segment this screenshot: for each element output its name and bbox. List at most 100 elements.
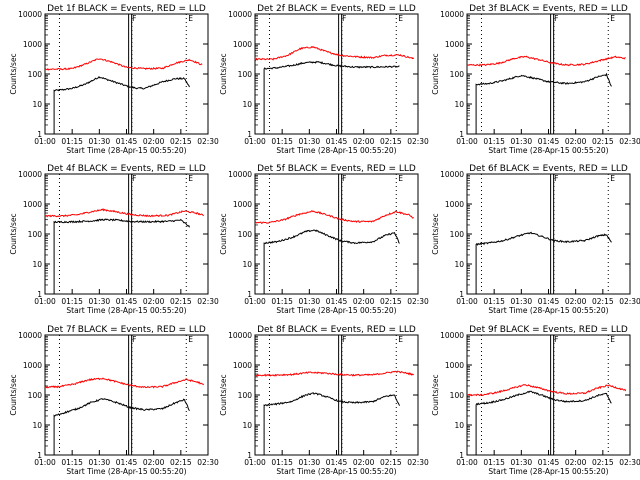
y-tick-label: 10000: [18, 10, 42, 19]
chart-title: Det 7f BLACK = Events, RED = LLD: [47, 325, 206, 335]
plot-frame: [44, 173, 209, 295]
y-tick-label: 1000: [23, 361, 42, 370]
x-tick-label: 01:00: [244, 297, 266, 306]
x-tick-label: 01:45: [538, 297, 560, 306]
x-tick-label: 02:15: [592, 297, 614, 306]
x-axis-label: Start Time (28-Apr-15 00:55:20): [66, 146, 186, 155]
marker-label: F: [554, 14, 558, 23]
marker-label: E: [610, 335, 615, 344]
y-tick-label: 100: [238, 391, 253, 400]
y-tick-label: 10: [242, 260, 252, 269]
x-tick-label: 02:00: [353, 297, 375, 306]
y-axis-label: Counts/sec: [431, 53, 440, 94]
marker-label: E: [398, 14, 403, 23]
y-tick-label: 10: [242, 100, 252, 109]
chart-panel-4: F E 1 10 100 1000 10000 01:00 01:15 01:30 01:45 02:…: [9, 164, 219, 315]
x-tick-label: 01:15: [271, 137, 293, 146]
y-tick-label: 1: [37, 130, 42, 139]
chart-panel-6: F E 1 10 100 1000 10000 01:00 01:15 01:30 01:45 02:…: [431, 164, 640, 315]
y-tick-label: 1: [37, 290, 42, 299]
y-tick-label: 100: [238, 230, 253, 239]
x-tick-label: 01:00: [456, 297, 478, 306]
series-line-events: [263, 392, 400, 455]
x-tick-label: 01:45: [326, 458, 348, 467]
x-tick-label: 01:30: [89, 458, 111, 467]
x-tick-label: 01:00: [34, 458, 56, 467]
y-tick-label: 1000: [233, 200, 252, 209]
plot-frame: [254, 173, 419, 295]
y-tick-label: 10: [454, 421, 464, 430]
marker-label: F: [132, 14, 136, 23]
y-tick-label: 10: [454, 100, 464, 109]
plot-frame: [466, 173, 631, 295]
chart-panel-9: F E 1 10 100 1000 10000 01:00 01:15 01:30 01:45 02:…: [431, 325, 640, 476]
x-tick-label: 01:30: [511, 458, 533, 467]
marker-label: E: [398, 174, 403, 183]
chart-title: Det 5f BLACK = Events, RED = LLD: [257, 164, 416, 174]
marker-label: F: [342, 335, 346, 344]
chart-title: Det 9f BLACK = Events, RED = LLD: [469, 325, 628, 335]
series-line-events: [475, 390, 612, 455]
plot-frame: [44, 334, 209, 456]
plot-frame: [466, 334, 631, 456]
x-tick-label: 01:30: [511, 137, 533, 146]
chart-panel-5: F E 1 10 100 1000 10000 01:00 01:15 01:30 01:45 02:…: [219, 164, 429, 315]
x-tick-label: 01:15: [271, 458, 293, 467]
x-tick-label: 01:15: [61, 297, 83, 306]
y-axis-label: Counts/sec: [431, 213, 440, 254]
x-tick-label: 02:30: [619, 297, 640, 306]
series-line-lld: [467, 55, 626, 67]
y-tick-label: 1000: [23, 40, 42, 49]
series-line-lld: [254, 45, 415, 62]
marker-label: F: [554, 335, 558, 344]
x-tick-label: 02:15: [380, 297, 402, 306]
chart-title: Det 1f BLACK = Events, RED = LLD: [47, 4, 206, 14]
x-tick-label: 02:00: [565, 458, 587, 467]
y-tick-label: 1: [247, 130, 252, 139]
series-line-events: [53, 398, 190, 455]
y-tick-label: 1000: [233, 361, 252, 370]
x-tick-label: 01:30: [299, 458, 321, 467]
y-tick-label: 1: [37, 451, 42, 460]
x-axis-label: Start Time (28-Apr-15 00:55:20): [276, 467, 396, 476]
x-tick-label: 02:30: [407, 297, 429, 306]
x-tick-label: 01:30: [299, 137, 321, 146]
y-tick-label: 1: [459, 130, 464, 139]
plot-frame: [254, 13, 419, 135]
marker-label: E: [188, 174, 193, 183]
marker-label: E: [188, 14, 193, 23]
x-tick-label: 02:00: [565, 137, 587, 146]
y-tick-label: 1000: [233, 40, 252, 49]
y-axis-label: Counts/sec: [9, 374, 18, 415]
x-axis-label: Start Time (28-Apr-15 00:55:20): [276, 146, 396, 155]
x-axis-label: Start Time (28-Apr-15 00:55:20): [488, 146, 608, 155]
x-tick-label: 02:30: [619, 137, 640, 146]
marker-label: E: [610, 14, 615, 23]
series-line-events: [263, 229, 400, 294]
y-axis-label: Counts/sec: [9, 213, 18, 254]
y-axis-label: Counts/sec: [219, 53, 228, 94]
y-axis-label: Counts/sec: [219, 374, 228, 415]
x-tick-label: 02:15: [592, 458, 614, 467]
series-line-lld: [254, 210, 415, 224]
y-tick-label: 1: [247, 451, 252, 460]
y-tick-label: 10: [242, 421, 252, 430]
x-tick-label: 01:00: [456, 137, 478, 146]
x-tick-label: 01:00: [244, 137, 266, 146]
plot-frame: [466, 13, 631, 135]
x-tick-label: 02:00: [143, 297, 165, 306]
x-tick-label: 01:15: [483, 297, 505, 306]
series-line-events: [475, 231, 612, 294]
y-tick-label: 100: [28, 391, 43, 400]
chart-title: Det 8f BLACK = Events, RED = LLD: [257, 325, 416, 335]
x-tick-label: 01:15: [483, 458, 505, 467]
x-tick-label: 01:00: [34, 297, 56, 306]
x-tick-label: 01:45: [538, 458, 560, 467]
x-tick-label: 01:30: [511, 297, 533, 306]
y-tick-label: 10: [32, 100, 42, 109]
x-tick-label: 01:00: [34, 137, 56, 146]
x-tick-label: 01:30: [89, 137, 111, 146]
x-tick-label: 01:15: [271, 297, 293, 306]
y-tick-label: 1: [459, 451, 464, 460]
plot-frame: [44, 13, 209, 135]
